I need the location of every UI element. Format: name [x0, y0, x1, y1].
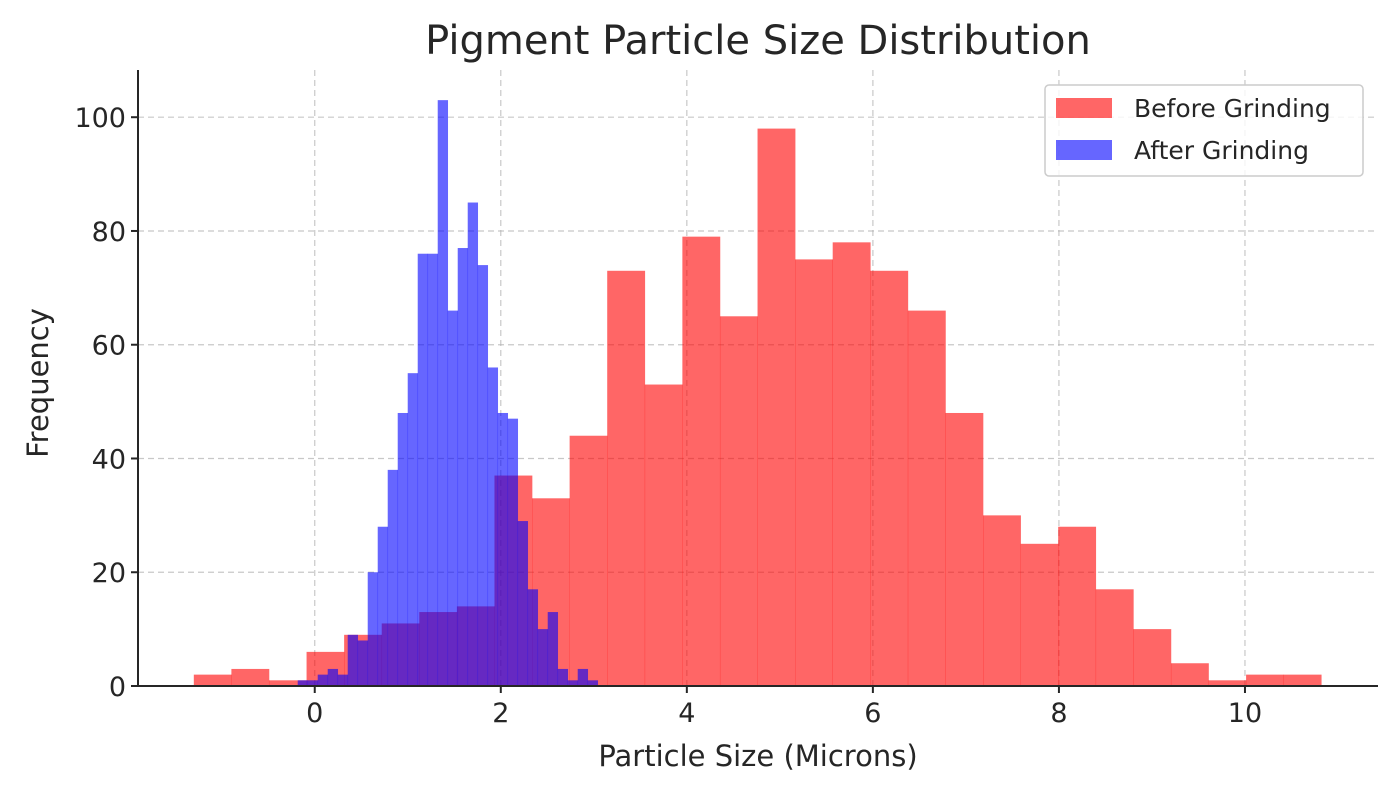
bar-before-grinding [1058, 526, 1097, 686]
y-tick-label: 80 [92, 217, 126, 248]
bar-after-grinding [307, 680, 319, 686]
bar-after-grinding [567, 680, 579, 686]
bar-before-grinding [193, 674, 232, 686]
legend: Before Grinding After Grinding [1044, 84, 1364, 177]
bar-after-grinding [327, 668, 339, 686]
x-tick-label: 4 [678, 698, 695, 729]
bar-after-grinding [587, 680, 599, 686]
bar-before-grinding [682, 236, 721, 687]
bar-before-grinding [1208, 680, 1247, 686]
bar-before-grinding [1170, 663, 1209, 686]
bar-before-grinding [870, 270, 909, 686]
bar-after-grinding [397, 412, 409, 686]
bar-after-grinding [517, 521, 529, 686]
bar-before-grinding [644, 384, 683, 686]
bar-before-grinding [1246, 674, 1284, 686]
bar-before-grinding [1020, 543, 1059, 686]
bar-after-grinding [367, 572, 379, 686]
bar-before-grinding [231, 668, 270, 686]
bar-after-grinding [487, 367, 499, 686]
x-tick-label: 6 [864, 698, 881, 729]
legend-label-after: After Grinding [1134, 136, 1309, 165]
bar-after-grinding [537, 629, 549, 686]
bar-after-grinding [417, 253, 429, 686]
y-tick-label: 60 [92, 331, 126, 362]
bar-before-grinding [569, 435, 608, 686]
bar-after-grinding [407, 373, 419, 686]
bar-before-grinding [268, 680, 307, 686]
bar-after-grinding [297, 680, 309, 686]
bar-after-grinding [557, 668, 569, 686]
bar-after-grinding [337, 674, 349, 686]
y-tick-label: 0 [109, 672, 126, 703]
bar-after-grinding [467, 202, 479, 686]
bar-after-grinding [477, 265, 489, 686]
legend-swatch-after [1056, 140, 1112, 160]
y-tick-label: 20 [92, 558, 126, 589]
bar-after-grinding [347, 634, 359, 686]
bar-after-grinding [527, 589, 539, 686]
bar-before-grinding [832, 242, 871, 686]
legend-box [1044, 84, 1364, 177]
bar-after-grinding [387, 469, 399, 686]
bar-after-grinding [577, 668, 589, 686]
legend-label-before: Before Grinding [1134, 94, 1331, 123]
bar-after-grinding [507, 418, 519, 686]
bar-after-grinding [377, 526, 389, 686]
bar-before-grinding [795, 259, 833, 686]
x-tick-label: 8 [1050, 698, 1067, 729]
legend-swatch-before [1056, 98, 1112, 118]
bar-before-grinding [907, 310, 946, 686]
bar-before-grinding [983, 515, 1021, 686]
bar-after-grinding [547, 612, 559, 686]
bar-before-grinding [1095, 589, 1134, 686]
bar-before-grinding [757, 128, 796, 687]
bar-before-grinding [945, 412, 984, 686]
bar-before-grinding [607, 270, 646, 686]
x-tick-label: 0 [306, 698, 323, 729]
bar-before-grinding [1283, 674, 1322, 686]
bar-after-grinding [427, 253, 439, 686]
bar-before-grinding [719, 316, 758, 686]
y-tick-label: 100 [74, 103, 126, 134]
x-tick-label: 2 [492, 698, 509, 729]
bar-before-grinding [1133, 629, 1172, 686]
bar-after-grinding [497, 412, 509, 686]
bar-after-grinding [437, 100, 449, 687]
bar-after-grinding [317, 674, 329, 686]
x-axis-label: Particle Size (Microns) [598, 739, 917, 773]
chart-title: Pigment Particle Size Distribution [425, 18, 1091, 64]
y-tick-label: 40 [92, 444, 126, 475]
bar-after-grinding [447, 310, 459, 686]
x-tick-label: 10 [1228, 698, 1262, 729]
bar-after-grinding [357, 640, 369, 686]
y-axis-label: Frequency [21, 308, 55, 458]
bars [193, 100, 1322, 687]
bar-after-grinding [457, 248, 469, 687]
